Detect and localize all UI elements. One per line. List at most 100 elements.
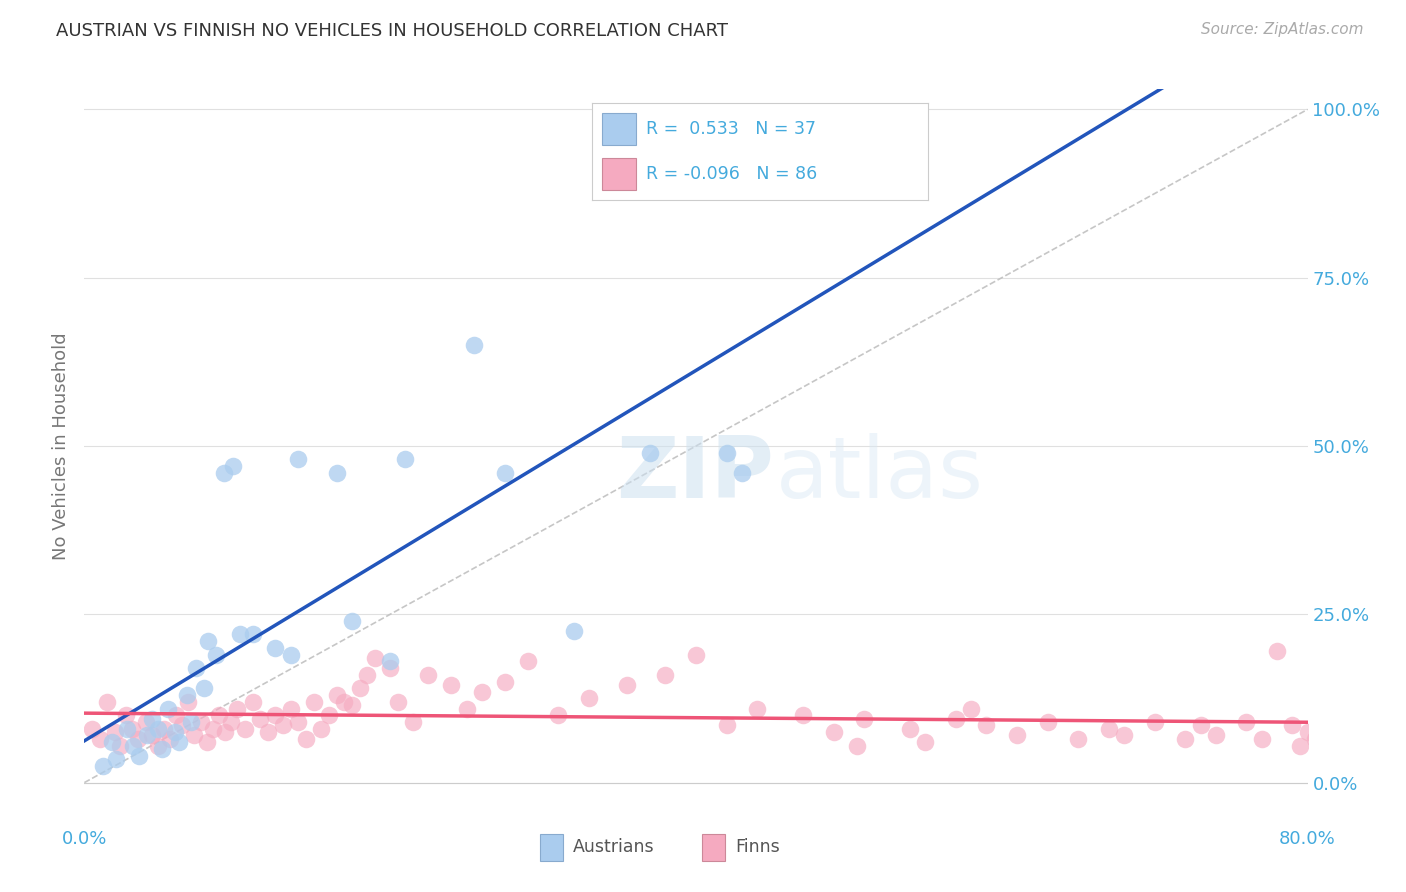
Text: Source: ZipAtlas.com: Source: ZipAtlas.com <box>1201 22 1364 37</box>
Point <box>190 714 212 729</box>
Point <box>380 655 402 669</box>
Text: ZIP: ZIP <box>616 433 775 516</box>
Point <box>287 714 309 729</box>
Point <box>731 466 754 480</box>
Point <box>141 729 163 743</box>
Point <box>1303 731 1326 746</box>
Point <box>325 466 347 480</box>
Text: atlas: atlas <box>776 433 983 516</box>
Point <box>108 739 131 753</box>
Point <box>340 614 363 628</box>
Point <box>792 708 814 723</box>
Point <box>249 712 271 726</box>
Point <box>233 722 256 736</box>
Point <box>1343 729 1365 743</box>
Point <box>114 708 136 723</box>
Point <box>853 712 876 726</box>
Point <box>1296 725 1319 739</box>
Y-axis label: No Vehicles in Household: No Vehicles in Household <box>52 332 70 560</box>
Point <box>80 722 103 736</box>
Point <box>547 708 569 723</box>
Point <box>180 714 202 729</box>
Point <box>221 459 243 474</box>
Point <box>208 708 231 723</box>
Point <box>183 729 205 743</box>
Text: 0.0%: 0.0% <box>62 830 107 847</box>
Point <box>1250 731 1272 746</box>
Point <box>440 678 463 692</box>
Point <box>898 722 921 736</box>
Point <box>1143 714 1166 729</box>
Point <box>226 701 249 715</box>
Point <box>516 655 538 669</box>
Point <box>101 735 124 749</box>
Point <box>1234 714 1257 729</box>
Point <box>1205 729 1227 743</box>
Point <box>176 688 198 702</box>
Point <box>340 698 363 713</box>
Point <box>616 678 638 692</box>
Point <box>115 722 138 736</box>
Point <box>229 627 252 641</box>
Point <box>1289 739 1312 753</box>
Point <box>264 640 287 655</box>
Point <box>195 735 218 749</box>
Point <box>89 731 111 746</box>
Point <box>219 714 242 729</box>
Point <box>287 452 309 467</box>
Point <box>1281 718 1303 732</box>
Point <box>402 714 425 729</box>
Point <box>153 722 176 736</box>
Point <box>654 668 676 682</box>
Point <box>1067 731 1090 746</box>
Point <box>91 758 114 772</box>
Point <box>631 129 654 144</box>
Point <box>163 725 186 739</box>
Point <box>976 718 998 732</box>
Point <box>418 668 440 682</box>
Point <box>823 725 845 739</box>
Point <box>135 714 157 729</box>
Point <box>141 712 163 726</box>
Point <box>387 695 409 709</box>
Point <box>104 725 127 739</box>
Point <box>716 446 738 460</box>
Point <box>295 731 318 746</box>
Point <box>146 739 169 753</box>
Point <box>716 718 738 732</box>
Point <box>150 742 173 756</box>
Point <box>193 681 215 696</box>
Point <box>494 674 516 689</box>
Point <box>128 748 150 763</box>
Point <box>146 722 169 736</box>
Point <box>172 718 194 732</box>
Point <box>127 731 149 746</box>
Point <box>914 735 936 749</box>
Point <box>1114 729 1136 743</box>
Point <box>1036 714 1059 729</box>
Point <box>1189 718 1212 732</box>
Point <box>302 695 325 709</box>
Point <box>159 731 181 746</box>
Point <box>105 752 128 766</box>
Point <box>1265 644 1288 658</box>
Point <box>463 338 485 352</box>
Point <box>1174 731 1197 746</box>
Point <box>212 466 235 480</box>
Point <box>280 701 302 715</box>
Point <box>945 712 967 726</box>
Point <box>122 739 145 753</box>
Point <box>201 722 224 736</box>
Point <box>264 708 287 723</box>
Point <box>242 695 264 709</box>
Point <box>1005 729 1028 743</box>
Point <box>562 624 585 639</box>
Point <box>638 446 661 460</box>
Point <box>96 695 118 709</box>
Point <box>356 668 378 682</box>
Point <box>1098 722 1121 736</box>
Point <box>318 708 340 723</box>
Point <box>578 691 600 706</box>
Point <box>471 684 494 698</box>
Point <box>214 725 236 739</box>
